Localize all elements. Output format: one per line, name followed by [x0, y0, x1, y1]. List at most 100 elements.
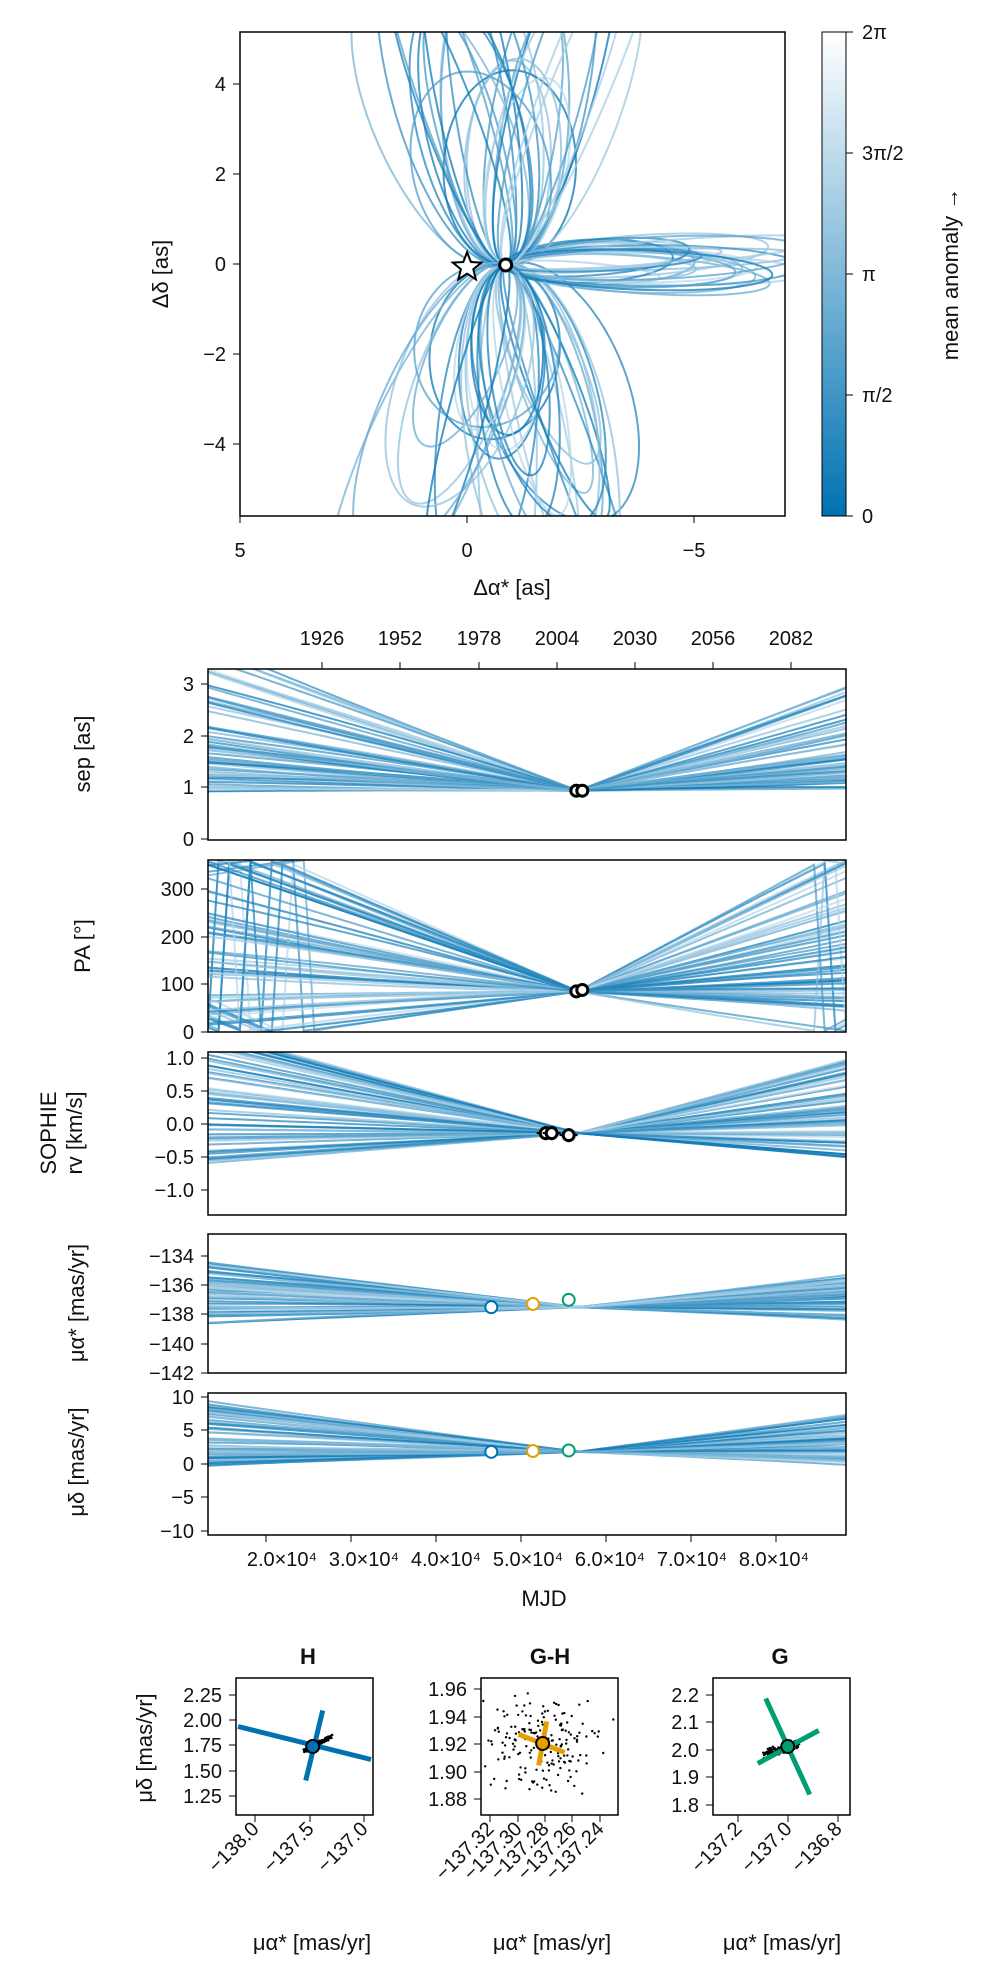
- year-axis: 1926 1952 1978 2004 2030 2056 2082: [300, 628, 813, 669]
- orbit-track: [504, 259, 662, 283]
- pa-y-tick: 200: [161, 927, 194, 949]
- measurement-marker: [305, 1739, 321, 1754]
- pmra-y-tick: −138: [149, 1304, 194, 1326]
- orbit-track: [350, 32, 530, 269]
- orbit-track: [377, 32, 541, 267]
- posterior-sample: [597, 1730, 600, 1733]
- posterior-sample: [533, 1780, 536, 1783]
- pm-g-y-tick: 2.0: [671, 1740, 699, 1762]
- posterior-sample: [563, 1754, 566, 1757]
- posterior-sample: [497, 1730, 500, 1733]
- orbit-lines: [336, 32, 785, 516]
- model-track: [208, 735, 846, 792]
- model-track: [208, 1084, 846, 1134]
- year-tick: 2056: [691, 628, 736, 650]
- time-panels: 1926 1952 1978 2004 2030 2056 2082 3 2 1…: [36, 628, 847, 1611]
- pm-gh-y-tick: 1.88: [428, 1789, 467, 1811]
- sep-y-tick: 2: [183, 726, 194, 748]
- posterior-sample: [554, 1790, 557, 1794]
- posterior-sample: [602, 1751, 605, 1755]
- rv-y-tick: −1.0: [155, 1180, 194, 1202]
- colorbar: 0 π/2 π 3π/2 2π mean anomaly →: [821, 22, 963, 528]
- posterior-sample: [541, 1723, 544, 1726]
- posterior-sample: [547, 1769, 551, 1772]
- posterior-sample: [593, 1732, 596, 1735]
- orbit-track: [504, 248, 774, 292]
- observation-marker: [525, 1296, 540, 1311]
- sep-lines: [208, 669, 846, 793]
- orbit-track: [482, 76, 572, 267]
- mjd-tick: 7.0×10⁴: [657, 1549, 727, 1571]
- posterior-sample: [510, 1725, 513, 1729]
- orbit-track: [394, 32, 512, 267]
- posterior-sample: [564, 1729, 567, 1732]
- posterior-sample: [536, 1719, 540, 1722]
- orbit-frame: [239, 31, 786, 517]
- model-track: [208, 732, 846, 792]
- orbit-track: [463, 57, 563, 266]
- colorbar-label: mean anomaly →: [938, 188, 963, 360]
- posterior-sample: [550, 1762, 553, 1765]
- orbit-track: [384, 261, 535, 508]
- model-track: [208, 951, 846, 993]
- model-track: [251, 669, 846, 792]
- mjd-tick: 3.0×10⁴: [329, 1549, 399, 1571]
- posterior-sample: [514, 1725, 517, 1728]
- posterior-sample: [573, 1737, 576, 1740]
- posterior-sample: [559, 1757, 562, 1760]
- posterior-sample: [560, 1743, 563, 1746]
- posterior-sample: [557, 1760, 561, 1763]
- model-track: [208, 946, 846, 1026]
- year-tick: 2004: [535, 628, 580, 650]
- orbit-track: [491, 32, 611, 267]
- year-tick: 1978: [457, 628, 502, 650]
- posterior-sample: [579, 1753, 582, 1757]
- pmra-y-tick: −136: [149, 1275, 194, 1297]
- pm-g-y-tick: 1.9: [671, 1767, 699, 1789]
- model-track: [208, 1406, 846, 1453]
- year-tick: 2030: [613, 628, 658, 650]
- orbit-panel: 5 0 −5 4 2 0 −2 −4 Δα* [as] Δδ [as]: [148, 31, 786, 600]
- posterior-sample: [551, 1759, 554, 1762]
- pm-gh-content: [482, 1692, 615, 1795]
- pmra-lines: [208, 1261, 846, 1325]
- posterior-sample: [538, 1729, 542, 1732]
- orbit-x-tick: −5: [683, 540, 706, 562]
- posterior-sample: [554, 1718, 557, 1721]
- posterior-sample: [612, 1718, 615, 1721]
- orbit-track: [408, 32, 534, 267]
- posterior-sample: [528, 1751, 531, 1755]
- posterior-sample: [575, 1740, 579, 1743]
- colorbar-tick: π: [862, 264, 876, 286]
- posterior-sample: [482, 1699, 485, 1703]
- orbit-track: [486, 264, 551, 477]
- observation-marker: [575, 783, 590, 798]
- posterior-sample: [561, 1728, 564, 1731]
- posterior-sample: [321, 1740, 324, 1744]
- pm-h-content: [237, 1709, 372, 1782]
- colorbar-tick: 3π/2: [862, 143, 904, 165]
- pmdec-y-label: μδ [mas/yr]: [64, 1407, 89, 1516]
- time-markers: [484, 783, 590, 1459]
- pm-h-y-tick: 2.25: [183, 1685, 222, 1707]
- posterior-sample: [536, 1735, 539, 1738]
- orbit-track: [504, 234, 785, 282]
- sep-y-label: sep [as]: [70, 715, 95, 792]
- pm-g-frame: [712, 1677, 851, 1816]
- observation-marker: [525, 1444, 540, 1459]
- pmdec-lines: [208, 1400, 846, 1467]
- posterior-sample: [528, 1722, 531, 1725]
- model-track: [208, 860, 846, 993]
- posterior-sample: [568, 1759, 571, 1763]
- model-track: [208, 1123, 846, 1156]
- year-tick: 1952: [378, 628, 423, 650]
- posterior-sample: [324, 1737, 327, 1741]
- orbit-x-tick: 5: [234, 540, 245, 562]
- posterior-sample: [529, 1756, 532, 1759]
- pa-y-tick: 0: [183, 1022, 194, 1044]
- posterior-sample: [559, 1745, 562, 1748]
- posterior-sample: [524, 1714, 528, 1717]
- orbit-track: [413, 262, 561, 428]
- posterior-sample: [528, 1788, 531, 1791]
- posterior-sample: [795, 1746, 798, 1750]
